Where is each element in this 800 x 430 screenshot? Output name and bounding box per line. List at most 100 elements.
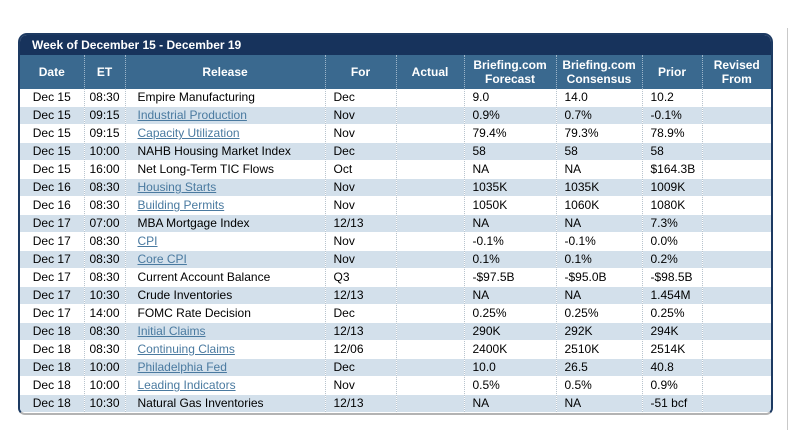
cell-prior: 0.0% xyxy=(641,232,702,251)
table-row: Dec 15 10:00 NAHB Housing Market Index Dec 5… xyxy=(20,142,771,161)
table-row: Dec 15 08:30 Empire Manufacturing Dec 9.0 14.… xyxy=(20,89,771,107)
cell-revised xyxy=(701,89,771,107)
cell-date: Dec 17 xyxy=(20,250,84,269)
cell-forecast: NA xyxy=(463,214,556,233)
cell-forecast: NA xyxy=(463,160,556,179)
cell-for: Nov xyxy=(324,250,396,269)
cell-consensus: 58 xyxy=(555,142,642,161)
cell-forecast: 79.4% xyxy=(463,124,556,143)
cell-date: Dec 15 xyxy=(20,106,84,125)
release-link[interactable]: Core CPI xyxy=(137,252,187,266)
table-header-row: Date ET Release For Actual Briefing.com Forec… xyxy=(20,55,771,89)
cell-actual xyxy=(395,124,464,143)
cell-actual xyxy=(395,286,464,305)
cell-release: Housing Starts xyxy=(124,178,325,197)
cell-date: Dec 16 xyxy=(20,196,84,215)
cell-prior: 0.25% xyxy=(641,304,702,323)
economic-calendar: Week of December 15 - December 19 Date ET… xyxy=(18,33,773,415)
cell-revised xyxy=(701,358,771,377)
cell-for: Nov xyxy=(324,376,396,395)
table-row: Dec 15 09:15 Industrial Production Nov 0.9% 0… xyxy=(20,106,771,125)
cell-release: Philadelphia Fed xyxy=(124,358,325,377)
cell-prior: -$98.5B xyxy=(641,268,702,287)
cell-forecast: 0.1% xyxy=(463,250,556,269)
cell-et: 08:30 xyxy=(83,178,125,197)
cell-actual xyxy=(395,142,464,161)
cell-revised xyxy=(701,394,771,413)
cell-et: 10:00 xyxy=(83,376,125,395)
cell-revised xyxy=(701,124,771,143)
economic-calendar-table: Date ET Release For Actual Briefing.com Forec… xyxy=(20,55,771,413)
release-link[interactable]: Capacity Utilization xyxy=(137,126,240,140)
cell-for: 12/13 xyxy=(324,214,396,233)
cell-revised xyxy=(701,178,771,197)
table-row: Dec 15 16:00 Net Long-Term TIC Flows Oct NA N… xyxy=(20,160,771,179)
cell-forecast: 58 xyxy=(463,142,556,161)
cell-et: 08:30 xyxy=(83,340,125,359)
cell-et: 08:30 xyxy=(83,196,125,215)
cell-for: Nov xyxy=(324,232,396,251)
cell-release: Empire Manufacturing xyxy=(124,89,325,107)
cell-actual xyxy=(395,304,464,323)
release-link[interactable]: Continuing Claims xyxy=(137,342,235,356)
cell-release: Initial Claims xyxy=(124,322,325,341)
release-link[interactable]: Building Permits xyxy=(137,198,225,212)
release-link[interactable]: Leading Indicators xyxy=(137,378,236,392)
cell-consensus: 1060K xyxy=(555,196,642,215)
cell-prior: $164.3B xyxy=(641,160,702,179)
cell-revised xyxy=(701,286,771,305)
release-link[interactable]: Housing Starts xyxy=(137,180,217,194)
calendar-week-title: Week of December 15 - December 19 xyxy=(20,35,771,55)
cell-release: CPI xyxy=(124,232,325,251)
release-link[interactable]: Initial Claims xyxy=(137,324,206,338)
cell-release: FOMC Rate Decision xyxy=(124,304,325,323)
cell-et: 07:00 xyxy=(83,214,125,233)
cell-et: 14:00 xyxy=(83,304,125,323)
cell-prior: 7.3% xyxy=(641,214,702,233)
cell-consensus: 292K xyxy=(555,322,642,341)
cell-consensus: 0.25% xyxy=(555,304,642,323)
cell-revised xyxy=(701,214,771,233)
cell-prior: 2514K xyxy=(641,340,702,359)
cell-date: Dec 18 xyxy=(20,340,84,359)
cell-et: 10:30 xyxy=(83,286,125,305)
column-header-actual: Actual xyxy=(395,55,464,89)
table-row: Dec 17 08:30 Core CPI Nov 0.1% 0.1% 0.2% xyxy=(20,250,771,269)
cell-consensus: 0.5% xyxy=(555,376,642,395)
cell-forecast: 1050K xyxy=(463,196,556,215)
cell-revised xyxy=(701,196,771,215)
cell-for: Dec xyxy=(324,89,396,107)
table-row: Dec 18 10:00 Philadelphia Fed Dec 10.0 26.5 40… xyxy=(20,358,771,377)
cell-revised xyxy=(701,250,771,269)
column-header-revised: Revised From xyxy=(701,55,771,89)
cell-consensus: 1035K xyxy=(555,178,642,197)
cell-prior: 10.2 xyxy=(641,89,702,107)
cell-et: 09:15 xyxy=(83,124,125,143)
cell-consensus: NA xyxy=(555,214,642,233)
cell-date: Dec 18 xyxy=(20,394,84,413)
release-link[interactable]: Industrial Production xyxy=(137,108,247,122)
cell-et: 08:30 xyxy=(83,268,125,287)
table-row: Dec 15 09:15 Capacity Utilization Nov 79.4% 7… xyxy=(20,124,771,143)
cell-date: Dec 15 xyxy=(20,89,84,107)
cell-actual xyxy=(395,358,464,377)
cell-date: Dec 17 xyxy=(20,268,84,287)
cell-et: 16:00 xyxy=(83,160,125,179)
column-header-consensus: Briefing.com Consensus xyxy=(555,55,642,89)
cell-prior: 1.454M xyxy=(641,286,702,305)
cell-forecast: 0.5% xyxy=(463,376,556,395)
page-edge-divider xyxy=(787,28,788,430)
release-link[interactable]: Philadelphia Fed xyxy=(137,360,227,374)
cell-prior: 294K xyxy=(641,322,702,341)
cell-date: Dec 17 xyxy=(20,286,84,305)
cell-revised xyxy=(701,268,771,287)
cell-for: 12/06 xyxy=(324,340,396,359)
table-row: Dec 17 07:00 MBA Mortgage Index 12/13 NA NA 7.… xyxy=(20,214,771,233)
cell-date: Dec 17 xyxy=(20,304,84,323)
cell-actual xyxy=(395,232,464,251)
cell-for: 12/13 xyxy=(324,394,396,413)
cell-release: NAHB Housing Market Index xyxy=(124,142,325,161)
cell-release: Core CPI xyxy=(124,250,325,269)
release-link[interactable]: CPI xyxy=(137,234,158,248)
cell-actual xyxy=(395,160,464,179)
